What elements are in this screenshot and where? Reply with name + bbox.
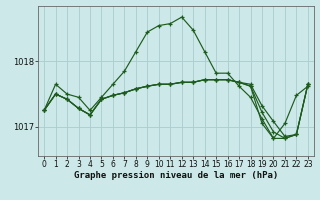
X-axis label: Graphe pression niveau de la mer (hPa): Graphe pression niveau de la mer (hPa) — [74, 171, 278, 180]
